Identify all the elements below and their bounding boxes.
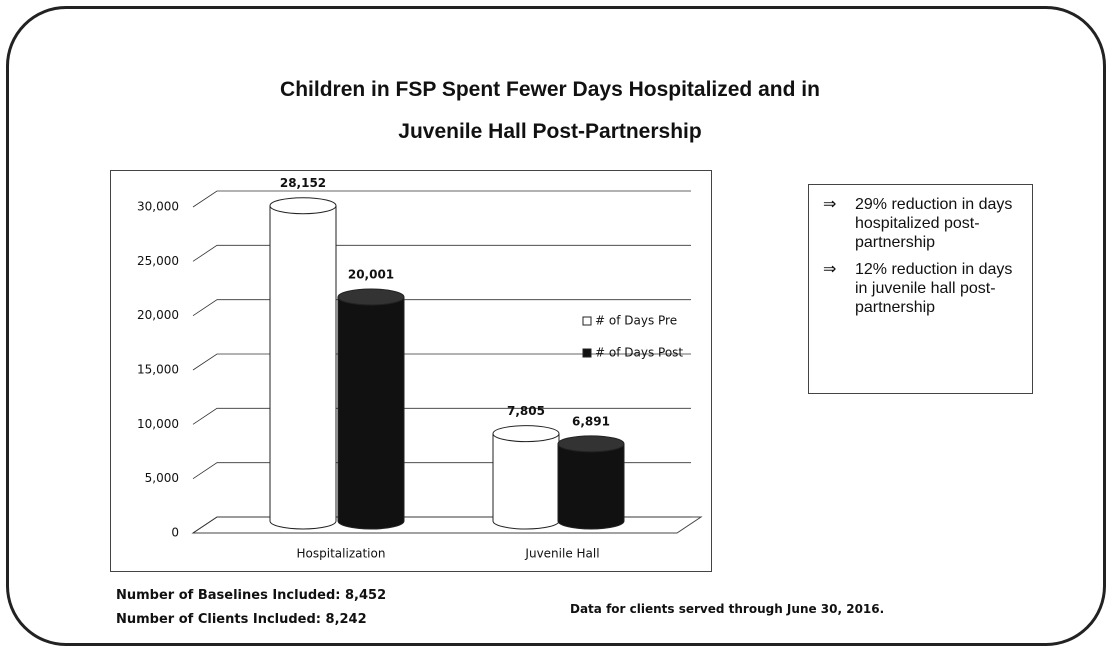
grid-line [192,190,691,208]
x-tick-label: Hospitalization [297,547,386,561]
y-tick-label: 10,000 [137,417,179,431]
legend-swatch [582,316,592,326]
legend-label: # of Days Pre [595,314,677,328]
note-text: 12% reduction in days in juvenile hall p… [855,261,1013,316]
data-label: 28,152 [280,176,326,190]
bar-top [492,425,560,443]
frame [6,6,1106,646]
note: ⇒ 12% reduction in days in juvenile hall … [823,260,1020,317]
bar-top [269,197,337,215]
legend-swatch [582,348,592,358]
bar [493,433,559,521]
chart-title: Children in FSP Spent Fewer Days Hospita… [280,78,820,101]
y-tick-label: 0 [171,526,179,540]
x-tick-label: Juvenile Hall [524,547,599,561]
footer-clients: Number of Clients Included: 8,242 [116,612,367,627]
data-label: 7,805 [507,404,545,418]
data-label: 6,891 [572,414,610,428]
data-label: 20,001 [348,267,394,281]
y-tick-label: 30,000 [137,200,179,214]
note: ⇒ 29% reduction in days hospitalized post… [823,195,1020,252]
notes: ⇒ 29% reduction in days hospitalized post… [808,184,1033,394]
y-tick-label: 25,000 [137,254,179,268]
bar [338,296,404,521]
footer-note: Data for clients served through June 30,… [570,602,885,616]
grid-line [192,407,691,425]
note-marker: ⇒ [823,261,837,278]
note-text: 29% reduction in days hospitalized post-… [855,196,1013,251]
bar [558,443,624,521]
chart-title: Juvenile Hall Post-Partnership [398,120,702,143]
chart-box: 0 5,000 10,000 15,000 20,000 25,000 30,000 Hosp… [110,170,712,572]
grid-line [192,353,691,371]
grid-line [192,244,691,262]
note-marker: ⇒ [823,196,837,213]
bar [270,205,336,521]
floor [191,516,703,534]
bar-top [337,288,405,306]
y-tick-label: 15,000 [137,363,179,377]
legend-label: # of Days Post [595,346,683,360]
footer-baselines: Number of Baselines Included: 8,452 [116,588,387,603]
y-tick-label: 20,000 [137,308,179,322]
grid-line [192,299,691,316]
bar-top [557,435,625,453]
chart: 0 5,000 10,000 15,000 20,000 25,000 30,000 Hosp… [137,176,703,561]
y-tick-label: 5,000 [145,471,179,485]
